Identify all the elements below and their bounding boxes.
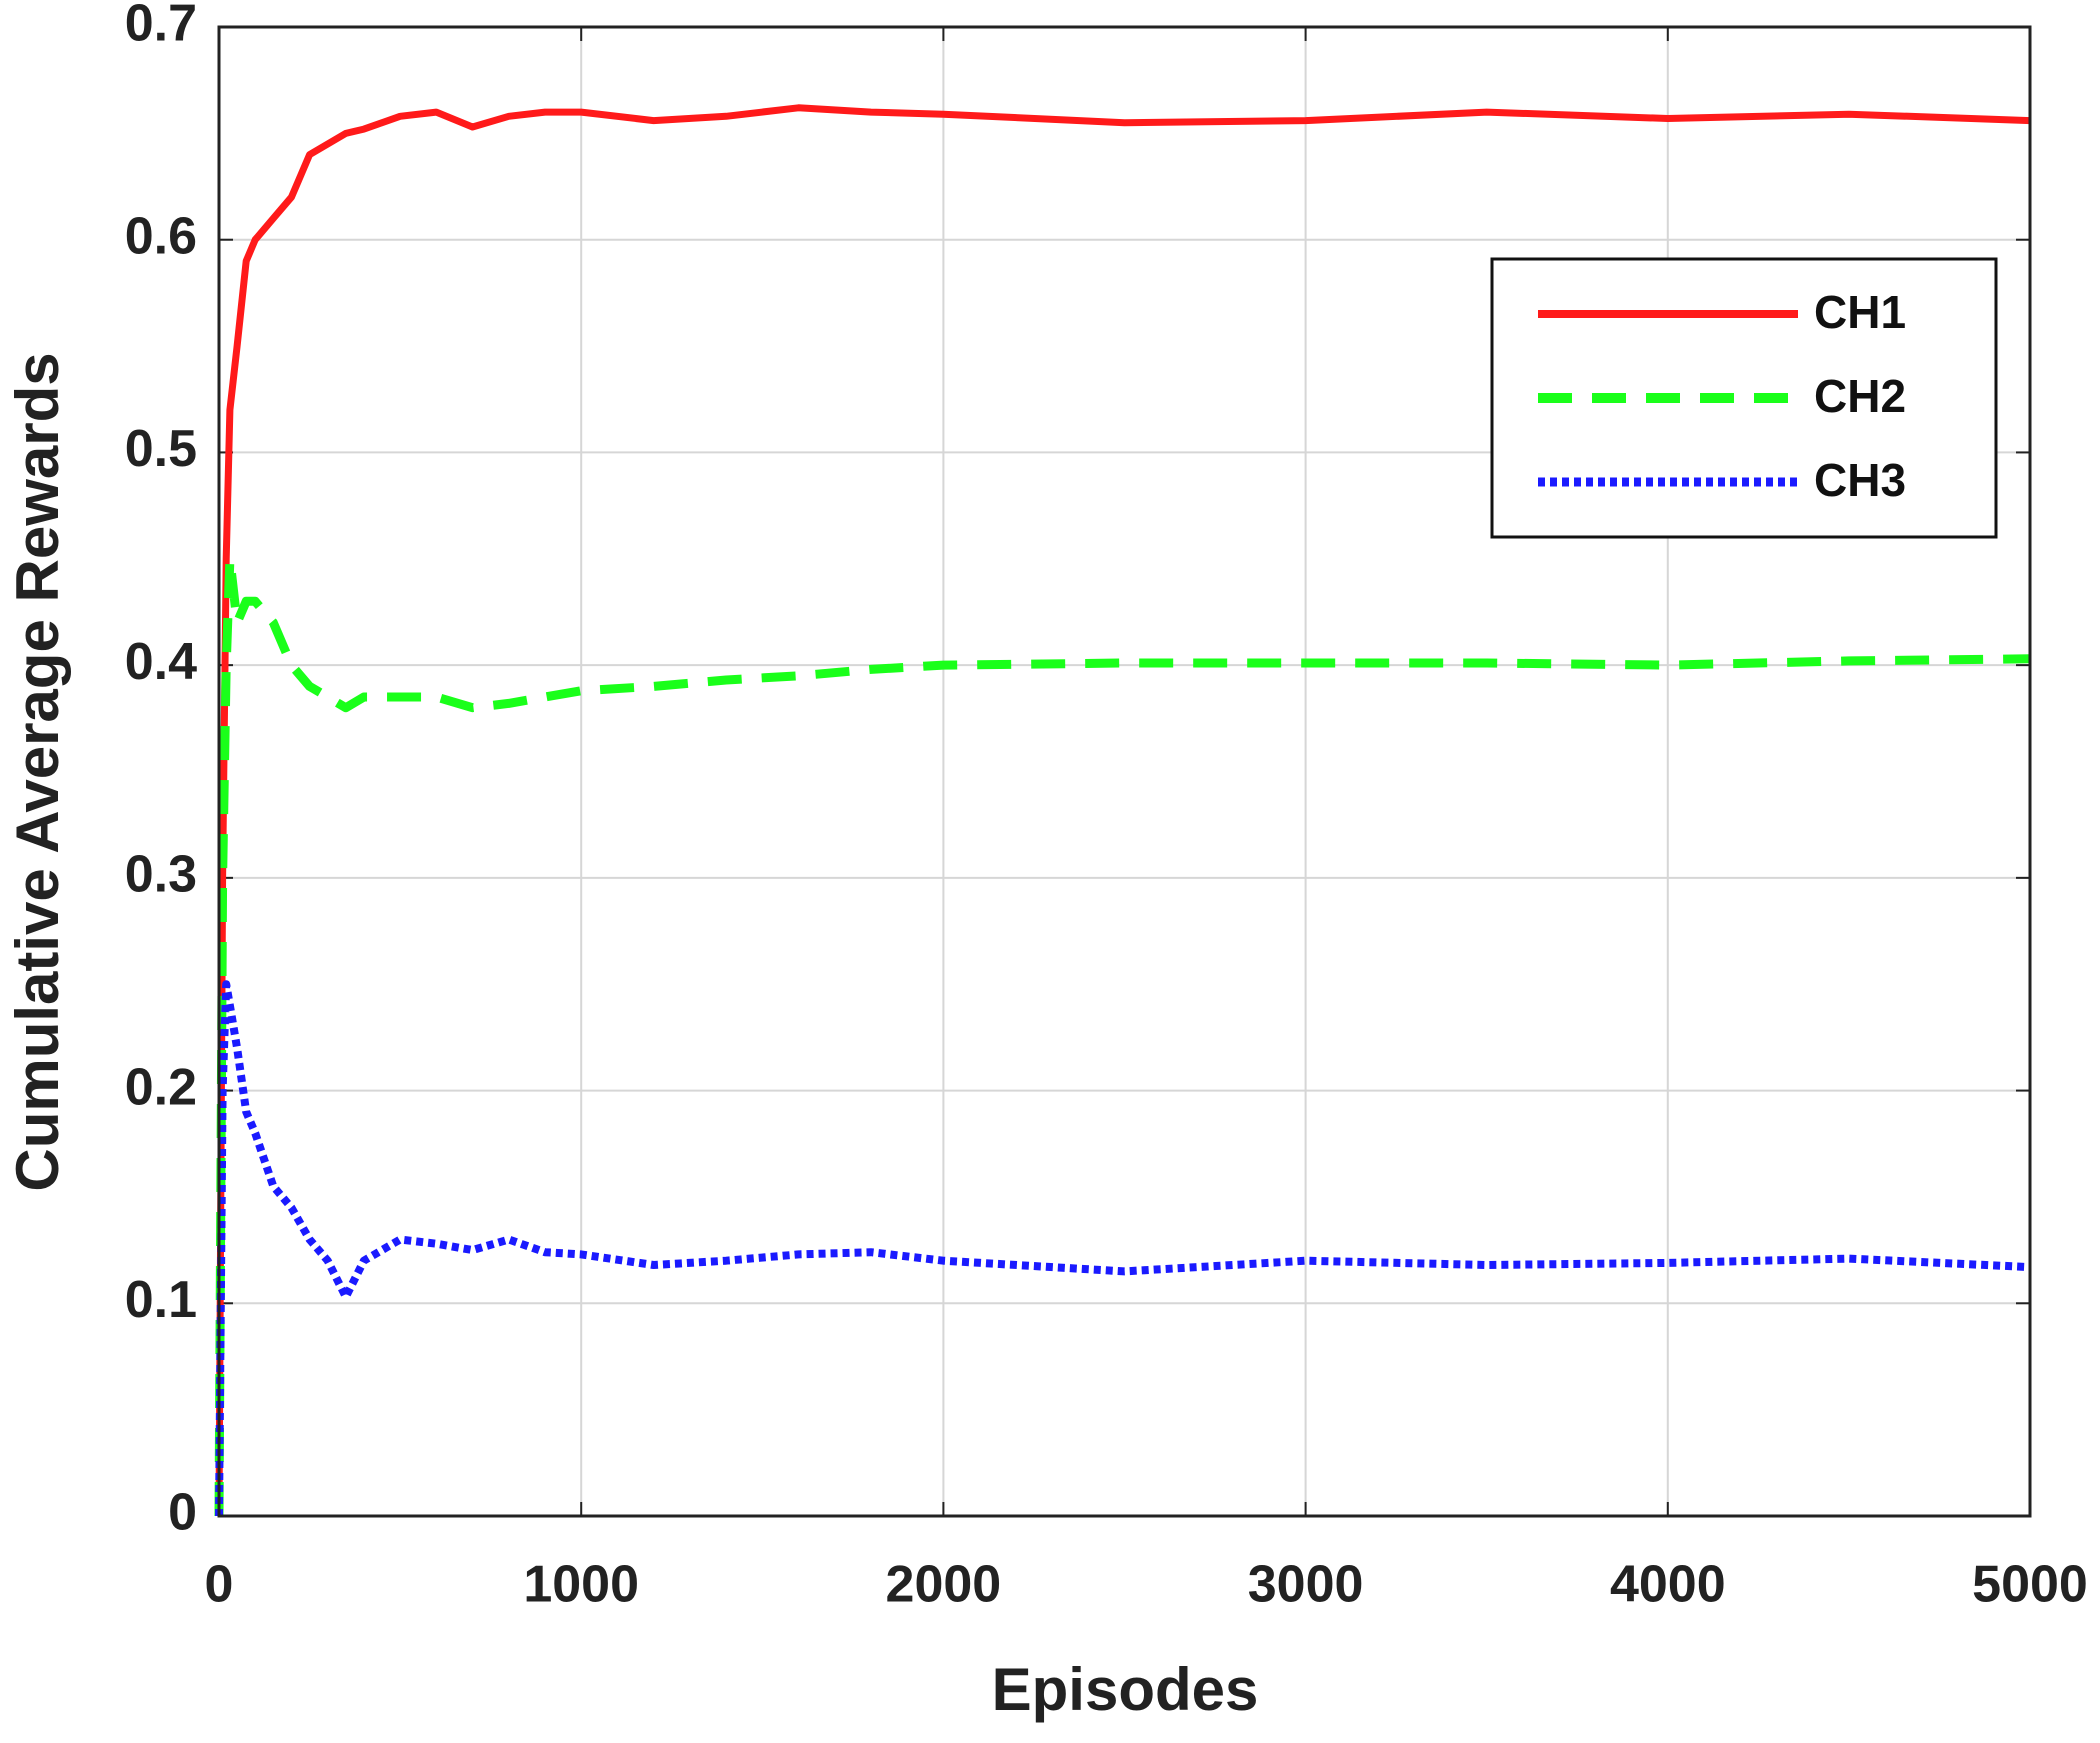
- y-tick-label: 0.3: [125, 846, 197, 904]
- x-tick-label: 0: [205, 1556, 234, 1614]
- series-line: [215, 104, 2031, 1517]
- legend-label: CH3: [1814, 454, 1906, 506]
- legend: CH1 CH2 CH3: [1490, 257, 1998, 539]
- legend-box: [1490, 257, 1998, 539]
- x-tick-label: 2000: [886, 1556, 1002, 1614]
- series-line: [215, 980, 2031, 1517]
- x-tick-label: 1000: [523, 1556, 639, 1614]
- y-axis-title: Cumulative Average Rewards: [4, 352, 71, 1191]
- y-tick-label: 0.4: [125, 633, 197, 691]
- x-tick-label: 3000: [1248, 1556, 1364, 1614]
- y-tick-label: 0.6: [125, 207, 197, 265]
- x-tick-label: 5000: [1972, 1556, 2088, 1614]
- y-tick-label: 0.7: [125, 0, 197, 53]
- y-tick-label: 0: [168, 1484, 197, 1542]
- legend-label: CH2: [1814, 370, 1906, 422]
- y-tick-label: 0.5: [125, 420, 197, 478]
- y-tick-label: 0.2: [125, 1058, 197, 1116]
- series-line: [214, 554, 2031, 1517]
- plot-frame: [217, 25, 2032, 1518]
- y-tick-label: 0.1: [125, 1271, 197, 1329]
- x-tick-label: 4000: [1610, 1556, 1726, 1614]
- x-axis-title: Episodes: [992, 1656, 1259, 1723]
- legend-label: CH1: [1814, 286, 1906, 338]
